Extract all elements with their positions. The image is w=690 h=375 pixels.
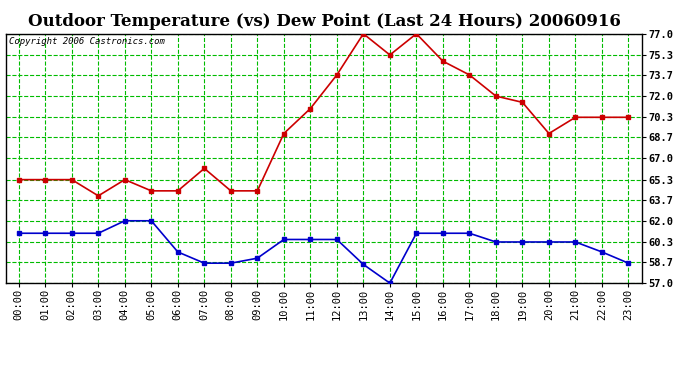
Text: Outdoor Temperature (vs) Dew Point (Last 24 Hours) 20060916: Outdoor Temperature (vs) Dew Point (Last… (28, 13, 621, 30)
Text: Copyright 2006 Castronics.com: Copyright 2006 Castronics.com (9, 38, 165, 46)
